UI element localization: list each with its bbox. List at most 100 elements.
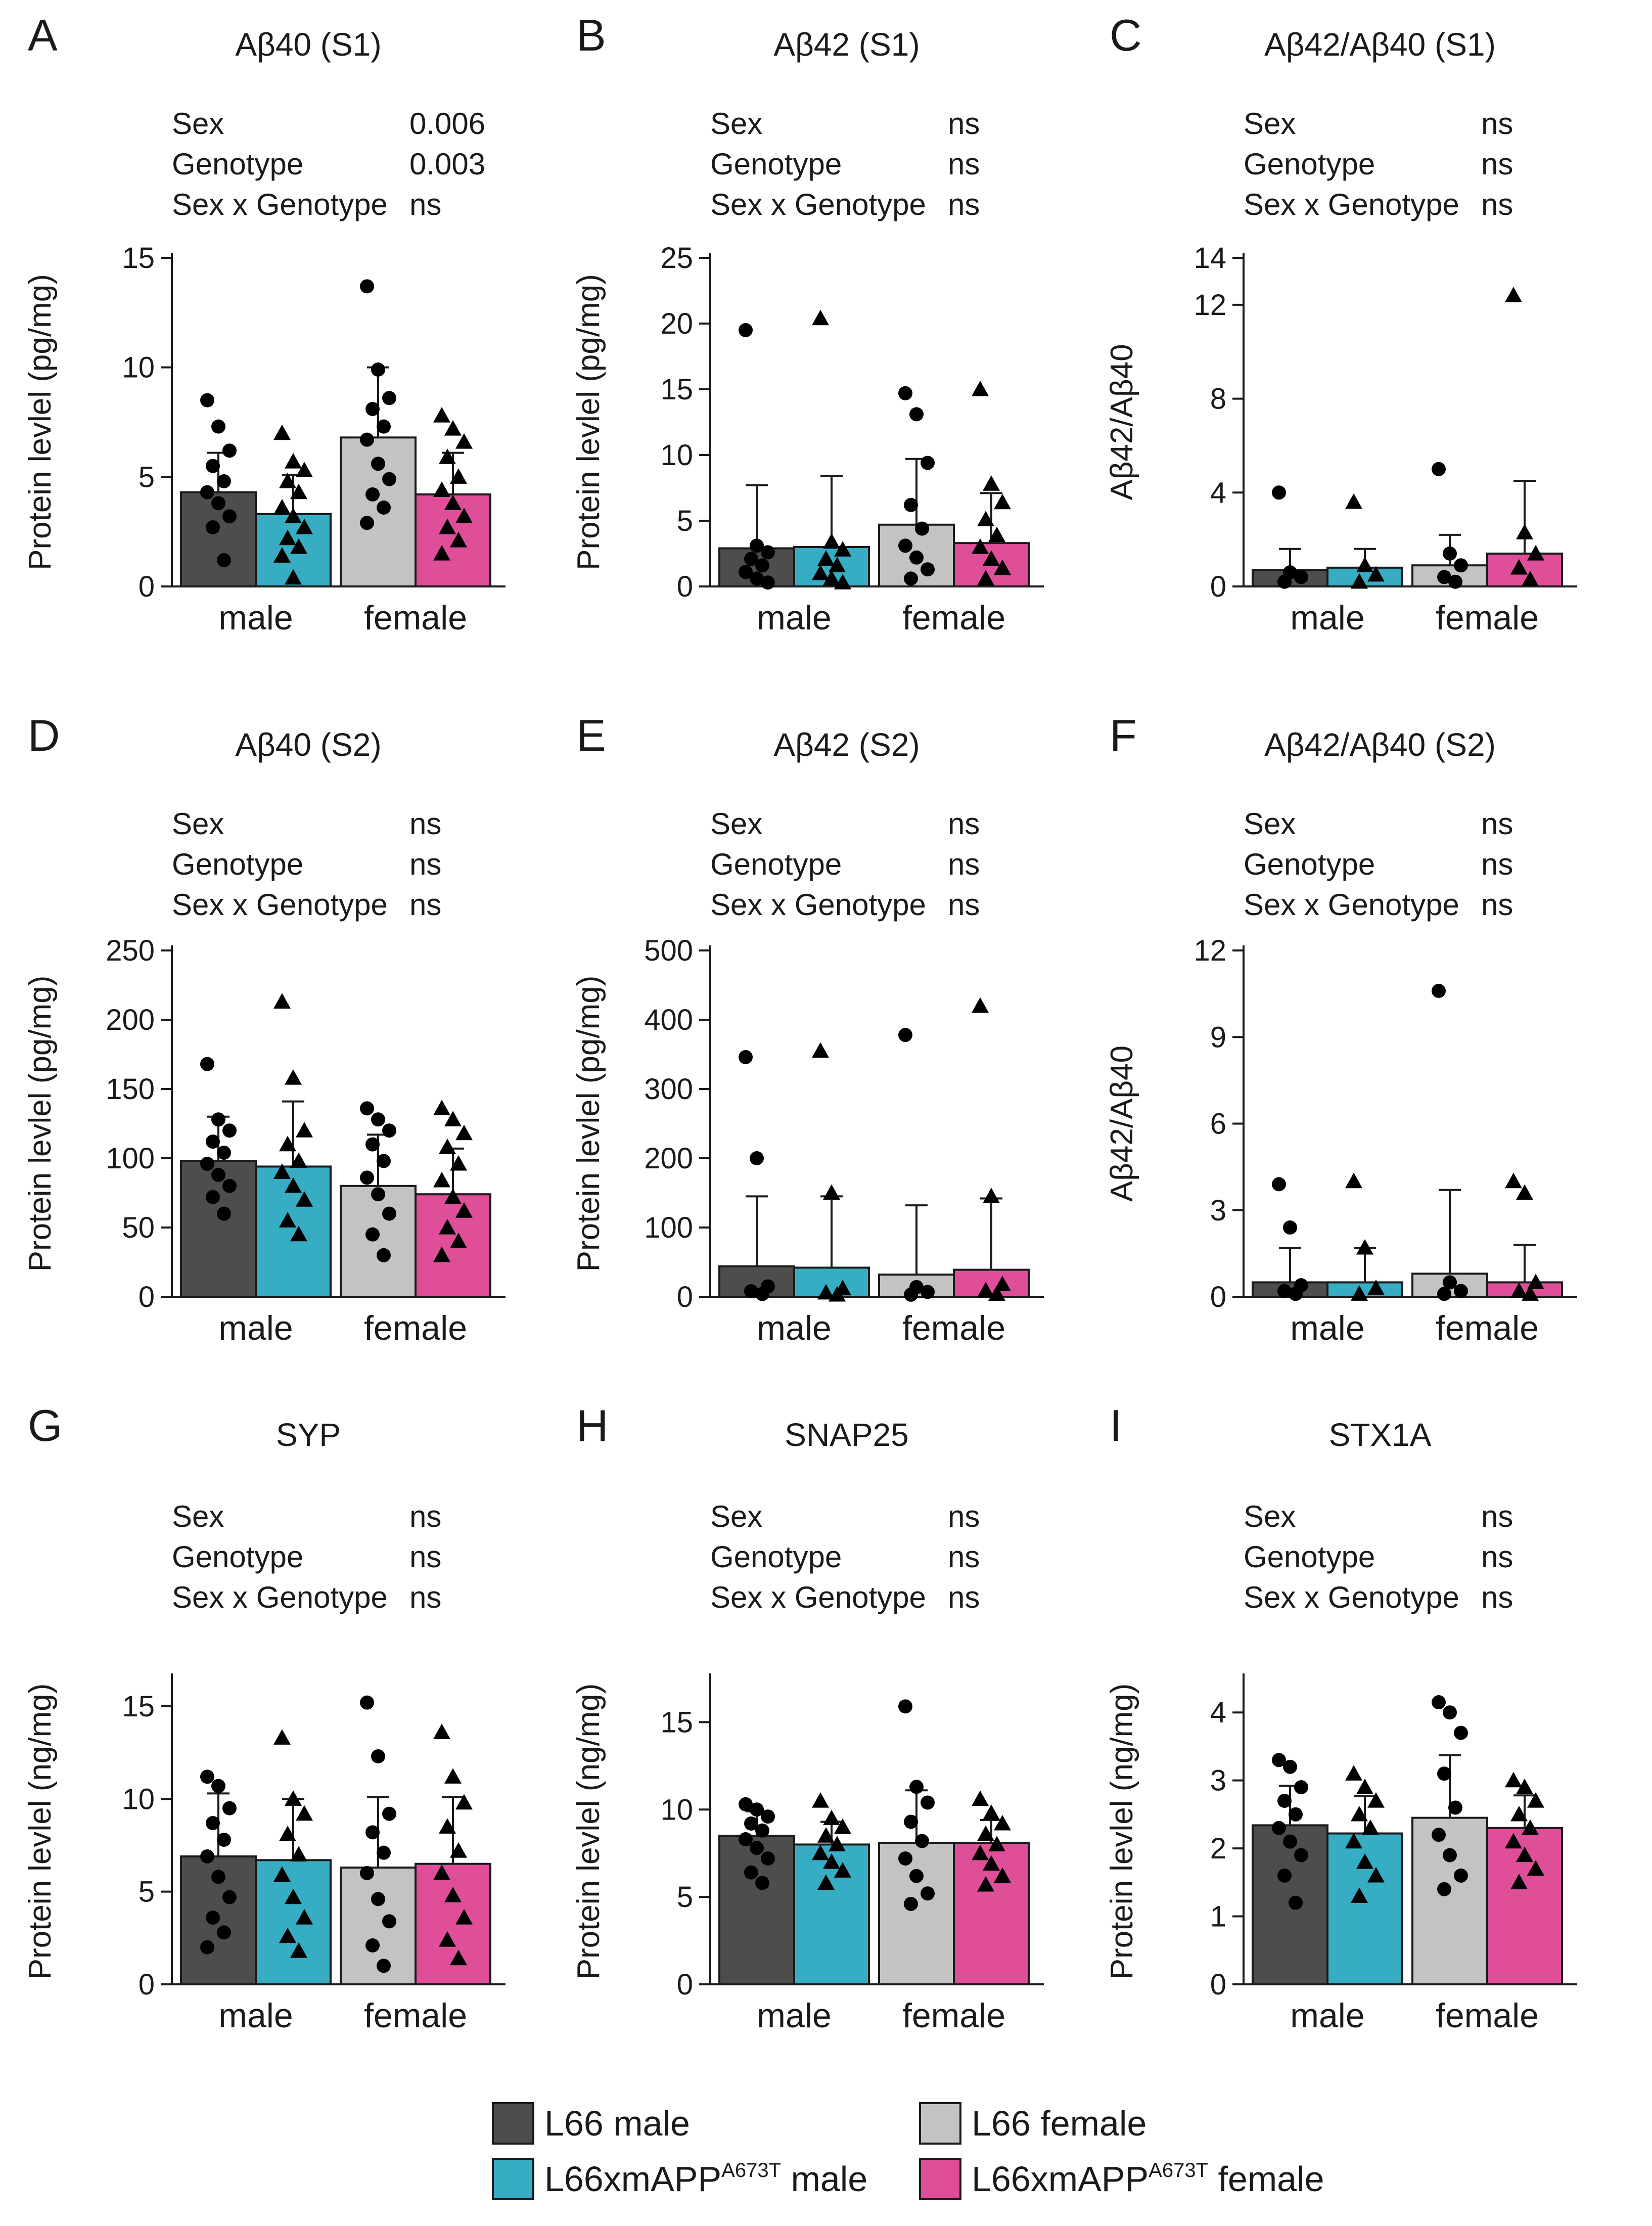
data-point-triangle bbox=[1527, 1792, 1544, 1808]
data-point-circle bbox=[1294, 570, 1308, 584]
data-point-triangle bbox=[285, 508, 302, 523]
data-point-triangle bbox=[1367, 566, 1385, 582]
y-tick-label: 200 bbox=[106, 1004, 155, 1036]
data-point-triangle bbox=[1510, 1805, 1528, 1822]
data-point-triangle bbox=[983, 1188, 1000, 1203]
data-point-triangle bbox=[285, 1069, 302, 1085]
data-point-triangle bbox=[1345, 1765, 1362, 1781]
stat-value: ns bbox=[1481, 147, 1513, 181]
x-group-label: male bbox=[218, 599, 293, 637]
panel-letter: C bbox=[1110, 10, 1142, 60]
data-point-triangle bbox=[1367, 1279, 1385, 1295]
stat-label: Sex x Genotype bbox=[1244, 188, 1459, 221]
stat-value: ns bbox=[948, 1500, 980, 1533]
data-point-triangle bbox=[1505, 1172, 1522, 1189]
stat-value: ns bbox=[409, 888, 441, 922]
data-point-circle bbox=[904, 497, 918, 512]
stat-label: Sex bbox=[172, 1500, 224, 1533]
y-tick-label: 5 bbox=[139, 1876, 155, 1909]
data-point-circle bbox=[377, 1845, 391, 1860]
data-point-circle bbox=[365, 1825, 380, 1840]
stat-label: Genotype bbox=[172, 847, 303, 881]
data-point-triangle bbox=[1510, 1282, 1528, 1298]
stat-value: ns bbox=[948, 888, 980, 922]
data-point-triangle bbox=[812, 1844, 829, 1860]
panel-letter: F bbox=[1110, 710, 1137, 760]
data-point-circle bbox=[1437, 570, 1451, 584]
y-tick-label: 1 bbox=[1210, 1900, 1226, 1933]
data-point-circle bbox=[382, 1206, 396, 1221]
data-point-circle bbox=[1454, 1868, 1468, 1883]
stat-value: ns bbox=[409, 847, 441, 881]
y-axis-label: Aβ42/Aβ40 bbox=[1105, 344, 1139, 500]
data-point-triangle bbox=[812, 1042, 829, 1058]
data-point-triangle bbox=[273, 547, 291, 563]
data-point-circle bbox=[222, 1890, 237, 1904]
stat-value: ns bbox=[409, 1500, 441, 1533]
data-point-triangle bbox=[988, 526, 1005, 542]
data-point-triangle bbox=[273, 993, 291, 1009]
data-point-triangle bbox=[296, 519, 313, 534]
y-tick-label: 9 bbox=[1210, 1021, 1226, 1054]
panel-b: B Aβ42 (S1) Sex ns Genotype ns Sex x Genotype n… bbox=[571, 10, 1044, 637]
y-tick-label: 20 bbox=[660, 307, 693, 340]
bar-l66-male bbox=[180, 1160, 257, 1298]
data-point-triangle bbox=[1522, 1819, 1539, 1835]
stat-label: Sex x Genotype bbox=[1244, 1580, 1459, 1614]
data-point-triangle bbox=[994, 1867, 1011, 1883]
data-point-triangle bbox=[296, 1909, 313, 1925]
data-point-circle bbox=[222, 1801, 237, 1815]
data-point-circle bbox=[755, 1823, 769, 1838]
y-tick-label: 5 bbox=[677, 1881, 693, 1914]
legend-label-suffix: male bbox=[781, 2159, 867, 2199]
data-point-circle bbox=[365, 1137, 380, 1152]
legend-label-main: L66 female bbox=[972, 2104, 1146, 2143]
data-point-circle bbox=[211, 1870, 225, 1884]
data-point-circle bbox=[1289, 1287, 1303, 1301]
data-point-triangle bbox=[450, 1155, 467, 1171]
data-point-circle bbox=[1277, 1284, 1292, 1298]
data-point-circle bbox=[1437, 1766, 1451, 1781]
bar-l66-male bbox=[718, 1835, 795, 1985]
data-point-circle bbox=[382, 1914, 396, 1929]
data-point-circle bbox=[1283, 1220, 1297, 1235]
data-point-triangle bbox=[1516, 1779, 1533, 1794]
data-point-triangle bbox=[455, 1909, 473, 1925]
data-point-circle bbox=[371, 1112, 385, 1127]
stat-value: ns bbox=[948, 847, 980, 881]
data-point-circle bbox=[915, 1834, 929, 1848]
data-point-triangle bbox=[450, 1842, 467, 1858]
data-point-triangle bbox=[450, 1233, 467, 1248]
data-point-triangle bbox=[994, 1814, 1011, 1831]
y-axis-label: Protein levlel (pg/mg) bbox=[23, 274, 58, 570]
legend-label-main: L66xmAPP bbox=[972, 2159, 1149, 2199]
data-point-triangle bbox=[1362, 1819, 1379, 1835]
y-tick-label: 0 bbox=[1210, 1281, 1226, 1313]
panel-title: Aβ42 (S2) bbox=[773, 726, 920, 763]
bar-l66xmapp-male bbox=[793, 1266, 870, 1298]
y-tick-label: 0 bbox=[1210, 1968, 1226, 2001]
data-point-triangle bbox=[455, 508, 473, 523]
y-axis-label: Protein levlel (ng/mg) bbox=[1105, 1684, 1139, 1980]
stat-label: Sex x Genotype bbox=[172, 1580, 388, 1614]
stat-value: ns bbox=[1481, 807, 1513, 841]
data-point-circle bbox=[904, 1896, 918, 1911]
legend-label: L66 female bbox=[972, 2104, 1146, 2143]
data-point-circle bbox=[371, 1892, 385, 1906]
data-point-triangle bbox=[1516, 1846, 1533, 1862]
data-point-triangle bbox=[1505, 287, 1522, 302]
y-axis-label: Protein levlel (pg/mg) bbox=[571, 976, 606, 1272]
stat-label: Sex bbox=[710, 107, 762, 141]
data-point-triangle bbox=[290, 1942, 307, 1958]
data-point-circle bbox=[921, 1886, 935, 1901]
data-point-triangle bbox=[1527, 1860, 1544, 1876]
data-point-circle bbox=[739, 565, 753, 579]
panel-letter: A bbox=[28, 10, 58, 60]
data-point-circle bbox=[377, 1959, 391, 1973]
data-point-circle bbox=[211, 1167, 225, 1182]
data-point-triangle bbox=[972, 997, 989, 1013]
data-point-circle bbox=[909, 550, 924, 565]
legend-label: L66xmAPPA673T female bbox=[972, 2159, 1324, 2199]
data-point-triangle bbox=[823, 570, 840, 585]
y-axis-label: Protein levlel (pg/mg) bbox=[23, 976, 58, 1272]
